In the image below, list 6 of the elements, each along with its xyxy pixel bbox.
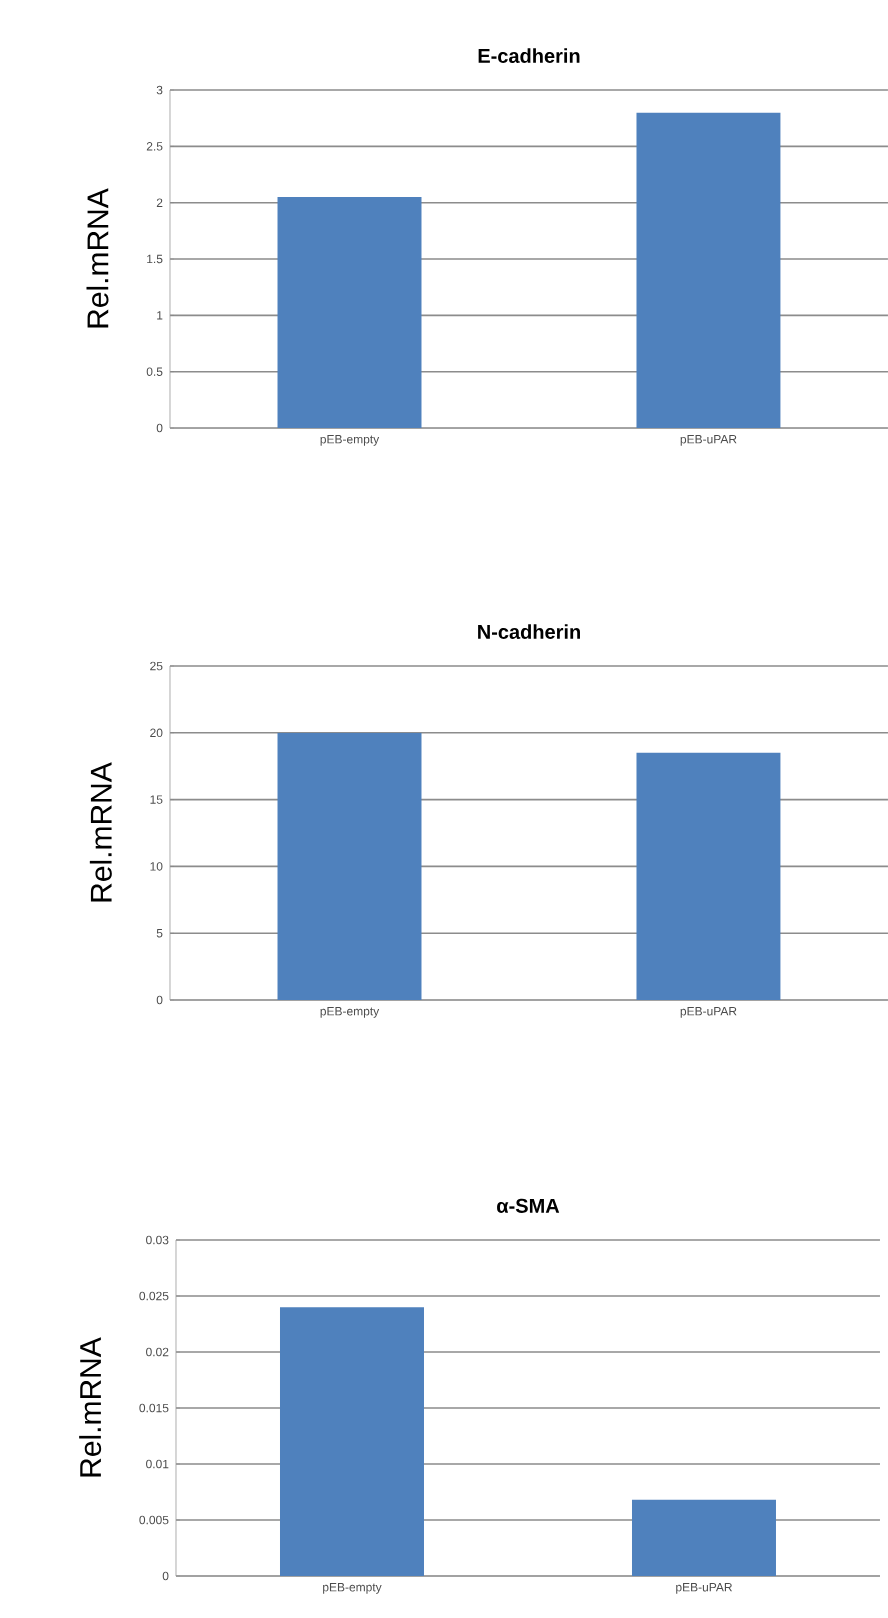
y-axis-title: Rel.mRNA <box>79 1337 102 1477</box>
y-axis-title: Rel.mRNA <box>86 188 109 328</box>
chart-title: α-SMA <box>497 1198 560 1213</box>
chart-title: E-cadherin <box>478 48 580 63</box>
y-axis-title: Rel.mRNA <box>89 762 112 902</box>
chart-title: N-cadherin <box>478 624 580 639</box>
